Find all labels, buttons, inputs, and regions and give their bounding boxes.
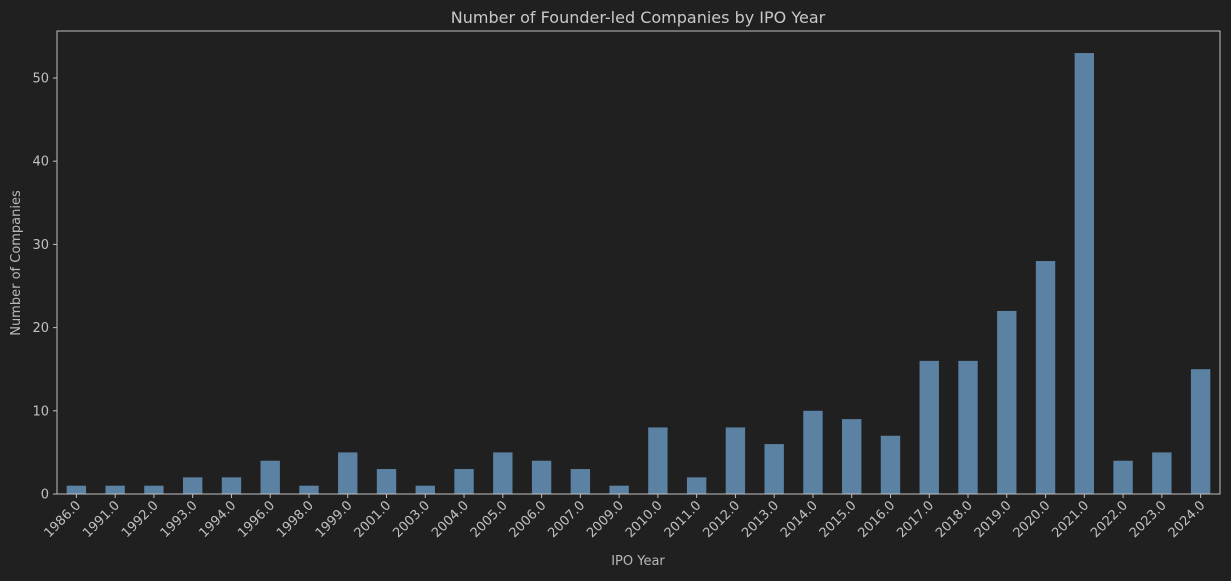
bar-2013.0 — [764, 444, 784, 494]
bar-1991.0 — [105, 485, 125, 494]
x-tick-label: 2010.0 — [623, 498, 666, 541]
x-axis-label: IPO Year — [611, 554, 665, 569]
bar-2017.0 — [919, 360, 939, 494]
bar-1993.0 — [182, 477, 203, 494]
y-tick-label: 30 — [32, 238, 49, 253]
bar-2011.0 — [686, 477, 707, 494]
bar-2009.0 — [609, 485, 629, 494]
plot-frame — [56, 30, 1221, 495]
y-tick-label: 10 — [32, 404, 49, 419]
y-tick-label: 40 — [32, 155, 49, 170]
x-tick-label: 2020.0 — [1011, 498, 1054, 541]
bar-2006.0 — [531, 460, 552, 494]
x-tick-label: 1992.0 — [119, 498, 162, 541]
bar-1996.0 — [260, 460, 280, 494]
x-tick-label: 2001.0 — [352, 498, 395, 541]
bar-2023.0 — [1152, 452, 1172, 494]
y-tick-label: 20 — [32, 321, 49, 336]
x-tick-label: 2015.0 — [817, 498, 860, 541]
x-tick-label: 1996.0 — [235, 498, 278, 541]
x-tick-label: 2018.0 — [933, 498, 976, 541]
x-tick-label: 1999.0 — [313, 498, 356, 541]
x-tick-label: 2022.0 — [1088, 498, 1131, 541]
bars — [66, 53, 1211, 495]
bar-1986.0 — [66, 485, 87, 494]
bar-2016.0 — [880, 435, 901, 494]
x-tick-label: 1994.0 — [196, 498, 239, 541]
bar-2003.0 — [415, 485, 435, 494]
bar-2010.0 — [648, 427, 668, 494]
bar-2005.0 — [493, 452, 513, 494]
x-tick-label: 2007.0 — [545, 498, 588, 541]
y-tick-label: 0 — [41, 488, 49, 503]
x-tick-label: 2012.0 — [700, 498, 743, 541]
x-tick-label: 1993.0 — [158, 498, 201, 541]
x-tick-label: 2016.0 — [856, 498, 899, 541]
bar-2015.0 — [842, 419, 862, 494]
bar-2022.0 — [1113, 460, 1133, 494]
x-tick-label: 2023.0 — [1127, 498, 1170, 541]
x-tick-label: 1986.0 — [41, 498, 84, 541]
bar-2018.0 — [958, 360, 978, 494]
bar-1998.0 — [299, 485, 319, 494]
bar-1999.0 — [338, 452, 358, 494]
y-axis-label: Number of Companies — [9, 190, 24, 336]
bar-2024.0 — [1190, 369, 1211, 494]
x-tick-label: 2019.0 — [972, 498, 1015, 541]
bar-2007.0 — [570, 469, 591, 494]
x-tick-label: 1991.0 — [80, 498, 123, 541]
x-tick-label: 2024.0 — [1166, 498, 1209, 541]
bar-1992.0 — [144, 485, 164, 494]
x-tick-label: 2004.0 — [429, 498, 472, 541]
x-tick-label: 2003.0 — [390, 498, 433, 541]
x-tick-label: 1998.0 — [274, 498, 317, 541]
x-tick-label: 2013.0 — [739, 498, 782, 541]
bar-2012.0 — [725, 427, 746, 494]
bar-2021.0 — [1074, 53, 1095, 495]
chart-title: Number of Founder-led Companies by IPO Y… — [451, 8, 826, 27]
x-tick-label: 2021.0 — [1049, 498, 1092, 541]
y-tick-label: 50 — [32, 72, 49, 87]
bar-2020.0 — [1035, 261, 1056, 494]
bar-2001.0 — [376, 469, 397, 494]
x-tick-label: 2017.0 — [894, 498, 937, 541]
y-axis-ticks: 0 10 20 30 40 50 — [32, 72, 57, 503]
x-axis-ticks: 1986.01991.01992.01993.01994.01996.01998… — [41, 494, 1208, 541]
bar-2019.0 — [997, 310, 1017, 494]
x-tick-label: 2005.0 — [468, 498, 511, 541]
bar-1994.0 — [221, 477, 242, 494]
bar-2004.0 — [454, 469, 474, 494]
bar-2014.0 — [803, 410, 823, 494]
x-tick-label: 2006.0 — [507, 498, 550, 541]
x-tick-label: 2014.0 — [778, 498, 821, 541]
x-tick-label: 2011.0 — [662, 498, 705, 541]
x-tick-label: 2009.0 — [584, 498, 627, 541]
